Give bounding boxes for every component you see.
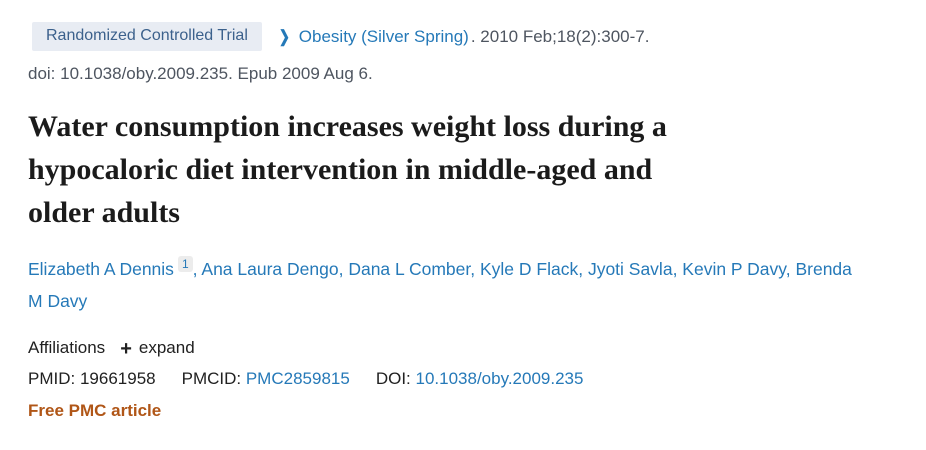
article-title-line: older adults: [28, 196, 180, 229]
citation-details: . 2010 Feb;18(2):300-7.: [470, 26, 650, 46]
pmid-group: PMID: 19661958: [28, 369, 156, 389]
doi-link[interactable]: 10.1038/oby.2009.235: [415, 369, 584, 388]
author-separator: ,: [192, 259, 202, 279]
citation-row: Randomized Controlled Trial ❯ Obesity (S…: [28, 22, 868, 51]
article-header: Randomized Controlled Trial ❯ Obesity (S…: [28, 22, 868, 420]
affiliations-row: Affiliations + expand: [28, 338, 868, 360]
article-title-line: hypocaloric diet intervention in middle-…: [28, 153, 653, 186]
author-link[interactable]: Kyle D Flack: [479, 259, 579, 279]
author-separator: ,: [578, 259, 588, 279]
journal-name-link[interactable]: Obesity (Silver Spring): [298, 26, 469, 46]
author-separator: ,: [672, 259, 683, 279]
author-separator: ,: [785, 259, 796, 279]
publication-type-badge: Randomized Controlled Trial: [32, 22, 262, 51]
pmcid-label: PMCID:: [181, 369, 242, 388]
pmcid-group: PMCID: PMC2859815: [182, 369, 350, 389]
journal-toggle-button[interactable]: ❯ Obesity (Silver Spring): [279, 27, 469, 47]
author-link[interactable]: Ana Laura Dengo: [201, 259, 339, 279]
pmid-value: 19661958: [79, 369, 156, 388]
doi-group: DOI: 10.1038/oby.2009.235: [376, 369, 584, 389]
author-separator: ,: [338, 259, 349, 279]
doi-epub-line: doi: 10.1038/oby.2009.235. Epub 2009 Aug…: [28, 64, 373, 83]
author-link[interactable]: Dana L Comber: [348, 259, 471, 279]
doi-label: DOI:: [375, 369, 411, 388]
author-link[interactable]: Brenda M Davy: [28, 259, 852, 311]
article-title: Water consumption increases weight loss …: [28, 105, 868, 234]
affiliations-label: Affiliations: [28, 338, 106, 357]
pmid-label: PMID:: [28, 369, 76, 388]
identifiers-row: PMID: 19661958 PMCID: PMC2859815 DOI: 10…: [28, 369, 868, 389]
author-separator: ,: [470, 259, 480, 279]
author-link[interactable]: Kevin P Davy: [682, 259, 786, 279]
author-link[interactable]: Jyoti Savla: [587, 259, 673, 279]
expand-label: expand: [138, 338, 195, 357]
article-title-line: Water consumption increases weight loss …: [28, 110, 667, 143]
author-link[interactable]: Elizabeth A Dennis: [28, 259, 174, 279]
affiliations-expand-button[interactable]: + expand: [120, 338, 195, 360]
pmcid-link[interactable]: PMC2859815: [245, 369, 350, 388]
authors-list: Elizabeth A Dennis 1, Ana Laura Dengo, Da…: [28, 253, 858, 317]
plus-icon: +: [120, 338, 132, 360]
chevron-right-icon: ❯: [278, 26, 290, 46]
affiliation-number-badge: 1: [177, 256, 193, 273]
free-pmc-article-label: Free PMC article: [28, 401, 162, 420]
